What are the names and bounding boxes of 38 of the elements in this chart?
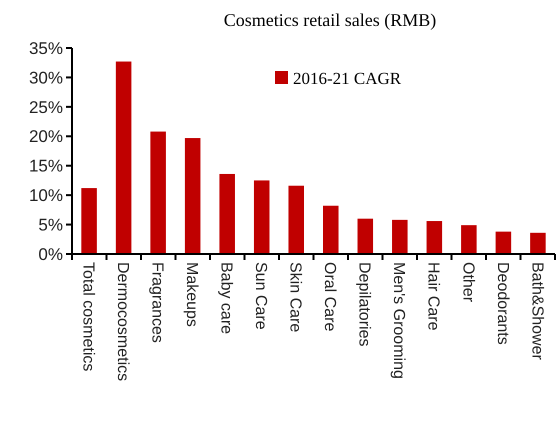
bar (426, 221, 442, 254)
x-tick-label: Oral Care (321, 262, 338, 332)
bar (288, 186, 304, 254)
bar (184, 138, 200, 254)
bar (530, 232, 546, 254)
bar (219, 174, 235, 254)
x-tick-label: Fragrances (148, 262, 166, 343)
bar (496, 232, 512, 254)
x-tick-label: Hair Care (424, 262, 442, 331)
x-tick-label: Men's Grooming (390, 262, 408, 379)
bar (358, 218, 374, 254)
x-tick-label: Deodorants (494, 262, 511, 345)
bar (461, 225, 477, 254)
x-tick-label: Other (459, 262, 476, 303)
y-tick-label: 5% (38, 216, 63, 235)
bar (81, 188, 97, 254)
x-tick-label: Sun Care (252, 262, 270, 330)
bar (392, 220, 408, 254)
y-tick-label: 20% (28, 127, 63, 146)
y-tick-label: 35% (28, 38, 63, 58)
y-tick-label: 15% (28, 156, 63, 176)
y-tick-label: 0% (38, 244, 63, 264)
bar (254, 180, 270, 254)
x-tick-label: Dermocosmetics (114, 262, 132, 382)
x-tick-label: Baby care (218, 262, 235, 334)
y-tick-label: 10% (28, 186, 63, 206)
bar (116, 62, 132, 254)
bar (150, 132, 166, 254)
x-tick-label: Skin Care (286, 262, 304, 332)
y-tick-label: 25% (28, 98, 63, 117)
x-tick-label: Bath&Shower (528, 262, 546, 361)
y-tick-label: 30% (28, 68, 63, 88)
chart-title: Cosmetics retail sales (RMB) (224, 10, 436, 30)
x-tick-label: Makeups (183, 262, 200, 327)
legend-label: 2016-21 CAGR (293, 68, 402, 88)
x-tick-label: Depilatories (356, 262, 373, 346)
bar (322, 206, 339, 254)
x-tick-label: Total cosmetics (79, 262, 96, 372)
